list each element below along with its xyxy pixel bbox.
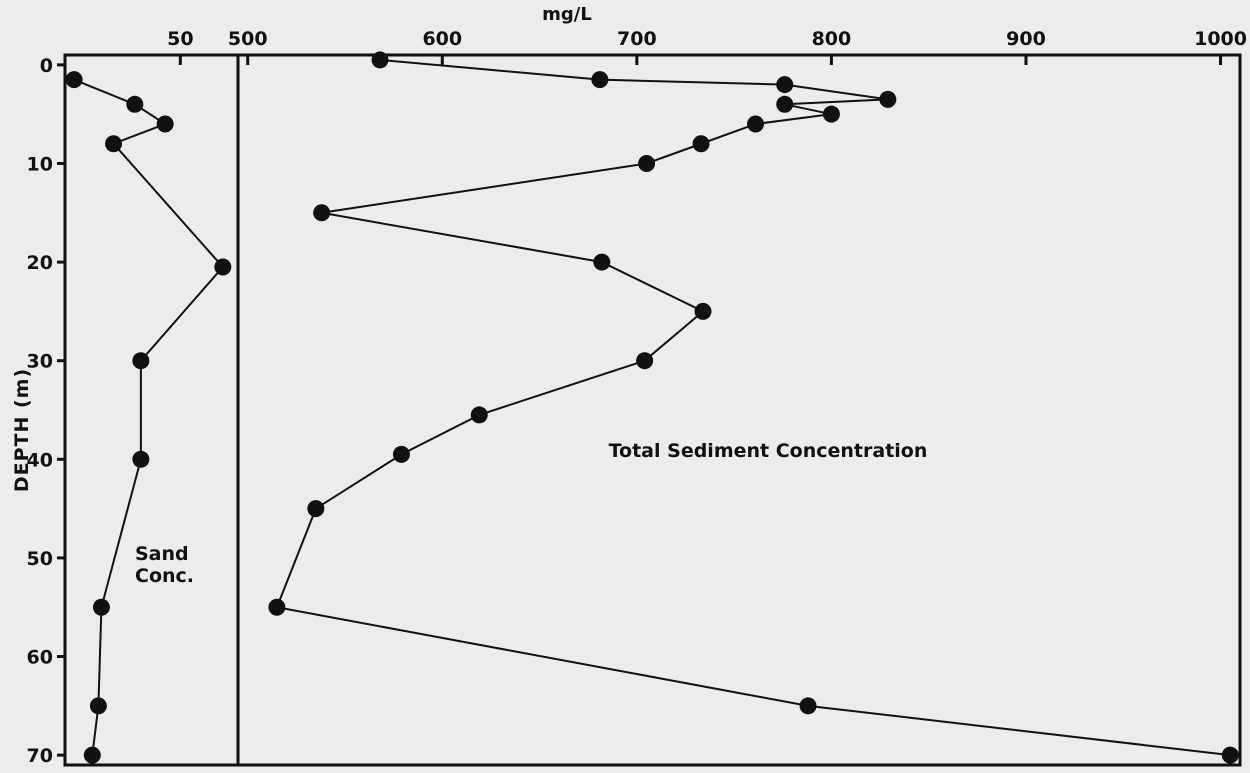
data-point: [1221, 746, 1239, 764]
data-point: [105, 135, 123, 153]
y-tick-label: 40: [27, 449, 53, 471]
y-tick-label: 0: [40, 55, 53, 77]
data-point: [636, 352, 654, 370]
series-annotation: Conc.: [135, 565, 194, 587]
series-line: [73, 78, 225, 756]
data-point: [822, 105, 840, 123]
data-point: [214, 258, 232, 276]
data-point: [268, 598, 286, 616]
data-point: [470, 406, 488, 424]
series-annotation: Sand: [135, 543, 189, 565]
data-point: [747, 115, 765, 133]
x-tick-label: 600: [422, 28, 462, 50]
x-unit-label: mg/L: [542, 4, 592, 25]
data-point: [776, 95, 794, 113]
panel-frame: [63, 53, 240, 767]
data-point: [132, 352, 150, 370]
x-tick-label: 1000: [1194, 28, 1247, 50]
data-point: [371, 51, 389, 69]
data-point: [89, 697, 107, 715]
total-sediment-panel: 500 600 700 800 900 1000 Total Sediment Concen…: [228, 28, 1247, 767]
data-point: [313, 204, 331, 222]
data-point: [879, 90, 897, 108]
data-point: [156, 115, 174, 133]
y-tick-label: 20: [27, 252, 53, 274]
series-annotation: Total Sediment Concentration: [609, 440, 928, 462]
x-tick-label: 900: [1006, 28, 1046, 50]
y-tick-label: 50: [27, 548, 53, 570]
data-point: [638, 154, 656, 172]
data-point: [692, 135, 710, 153]
x-tick-label: 800: [812, 28, 852, 50]
data-point: [799, 697, 817, 715]
y-tick-label: 30: [27, 351, 53, 373]
x-tick-label: 700: [617, 28, 657, 50]
data-point: [591, 71, 609, 89]
data-point: [307, 500, 325, 518]
y-tick-label: 60: [27, 647, 53, 669]
data-point: [92, 598, 110, 616]
panel-frame: [236, 53, 1242, 767]
series-line: [275, 58, 1231, 757]
data-point: [392, 445, 410, 463]
data-point: [126, 95, 144, 113]
x-tick-label: 50: [167, 28, 193, 50]
y-tick-label: 70: [27, 745, 53, 767]
x-tick-label: 500: [228, 28, 268, 50]
data-point: [65, 71, 83, 89]
data-point: [776, 76, 794, 94]
data-point: [132, 450, 150, 468]
data-point: [694, 302, 712, 320]
data-point: [83, 746, 101, 764]
data-point: [593, 253, 611, 271]
y-axis-title: DEPTH (m): [11, 368, 33, 492]
y-tick-label: 10: [27, 153, 53, 175]
